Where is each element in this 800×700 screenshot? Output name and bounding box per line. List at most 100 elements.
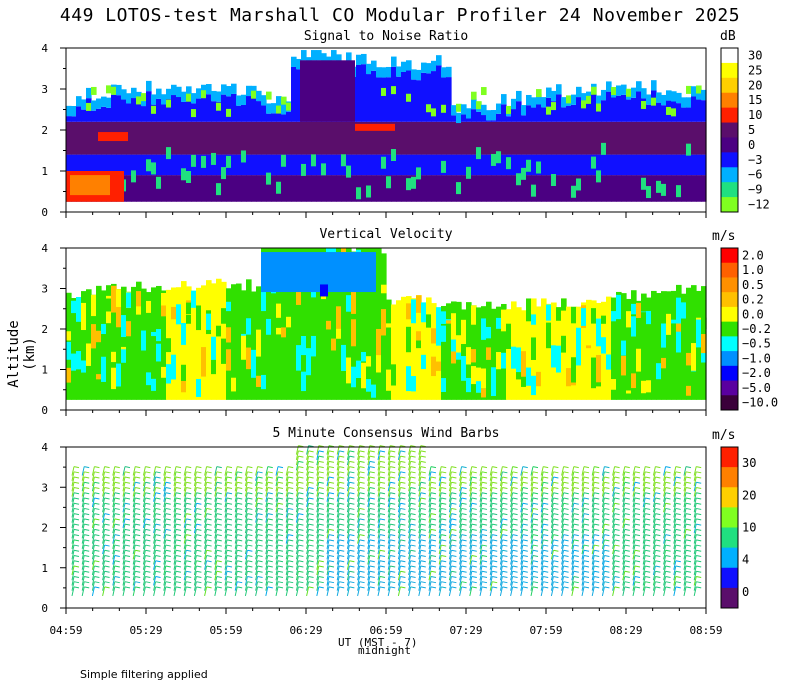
wind-barb-flag [543, 502, 549, 505]
wind-barb [204, 508, 208, 518]
wind-barb [561, 586, 565, 597]
velocity-cell [631, 373, 637, 389]
velocity-cell [186, 286, 192, 400]
velocity-cell [596, 318, 602, 347]
snr-cell [66, 116, 72, 122]
wind-barb-flag [624, 481, 630, 484]
wind-barb [224, 492, 228, 502]
wind-barb [601, 544, 605, 555]
y-tick-label: 1 [41, 364, 48, 377]
wind-barb [326, 456, 330, 466]
wind-barb-flag [594, 586, 600, 589]
wind-barb-flag [155, 586, 161, 589]
velocity-cell [156, 285, 162, 400]
wind-barb [469, 471, 473, 481]
wind-barb [459, 497, 463, 508]
wind-barb [285, 513, 289, 523]
wind-barb-flag [339, 497, 345, 500]
wind-barb [377, 524, 381, 534]
snr-cell [611, 97, 617, 122]
snr-cell [471, 175, 477, 202]
wind-barb-flag [277, 518, 284, 521]
colorbar-swatch [721, 292, 738, 308]
wind-barb-flag [645, 518, 651, 521]
wind-barb-flag [237, 481, 243, 484]
wind-barb [306, 503, 310, 513]
wind-barb-flag [94, 497, 100, 500]
wind-barb [285, 508, 289, 518]
velocity-cell [466, 353, 472, 365]
colorbar-label: −12 [748, 198, 770, 212]
wind-barb-flag [237, 549, 243, 552]
wind-barb-flag [400, 507, 406, 510]
wind-barb-flag [359, 455, 365, 458]
wind-barb-flag [685, 466, 692, 469]
wind-barb-flag [349, 539, 355, 542]
velocity-cell [276, 334, 282, 346]
wind-barb [632, 518, 636, 529]
snr-cell [406, 178, 412, 191]
snr-cell [561, 154, 567, 176]
snr-cell [551, 154, 557, 176]
velocity-cell [536, 371, 542, 387]
wind-barb [652, 544, 656, 555]
wind-barb-flag [73, 481, 80, 484]
velocity-cell [141, 359, 147, 375]
snr-cell [486, 120, 492, 122]
x-tick-label: 07:29 [449, 624, 482, 637]
wind-barb [652, 482, 656, 492]
wind-barb [397, 550, 401, 560]
snr-cell [466, 108, 472, 119]
wind-barb-flag [84, 471, 90, 474]
wind-barb-flag [390, 555, 396, 558]
wind-barb-flag [645, 570, 651, 573]
wind-barb [244, 476, 248, 487]
wind-barb [387, 450, 391, 460]
wind-barb [642, 487, 646, 497]
velocity-cell [246, 279, 252, 400]
wind-barb [275, 471, 279, 481]
velocity-cell [461, 319, 467, 345]
wind-barb-flag [124, 555, 131, 558]
wind-barb [163, 539, 167, 549]
wind-barb [71, 513, 75, 523]
wind-barb [132, 513, 136, 523]
wind-barb-flag [481, 502, 488, 505]
wind-barb-flag [135, 534, 141, 537]
velocity-cell [456, 303, 462, 319]
wind-barb [561, 560, 565, 570]
x-tick-label: 08:29 [609, 624, 642, 637]
wind-barb-flag [430, 466, 437, 469]
wind-barb-flag [655, 565, 661, 568]
wind-barb-flag [563, 528, 569, 531]
wind-barb-flag [124, 497, 131, 500]
wind-barb [326, 503, 330, 513]
wind-barb [510, 571, 514, 581]
wind-barb [326, 586, 330, 597]
wind-barb [428, 471, 432, 481]
wind-barb-flag [165, 523, 171, 526]
wind-barb [183, 518, 187, 529]
snr-cell [651, 175, 657, 202]
wind-barb-flag [288, 544, 294, 547]
wind-barb [163, 503, 167, 513]
wind-barb [693, 471, 697, 481]
wind-barb-flag [379, 570, 386, 573]
velocity-cell [436, 307, 442, 400]
wind-barb-flag [481, 560, 488, 563]
wind-barb [306, 497, 310, 508]
wind-barb [193, 508, 197, 518]
wind-barb-flag [461, 528, 467, 531]
wind-barb-flag [135, 481, 141, 484]
wind-barb [387, 466, 391, 476]
wind-barb-flag [553, 549, 559, 552]
velocity-cell [211, 323, 217, 346]
snr-cell [456, 112, 462, 124]
snr-cell [486, 175, 492, 202]
wind-barb-flag [563, 549, 569, 552]
snr-cell [411, 176, 417, 189]
wind-barb [387, 539, 391, 549]
wind-barb [428, 487, 432, 497]
wind-barb [71, 524, 75, 534]
snr-cell [541, 175, 547, 202]
